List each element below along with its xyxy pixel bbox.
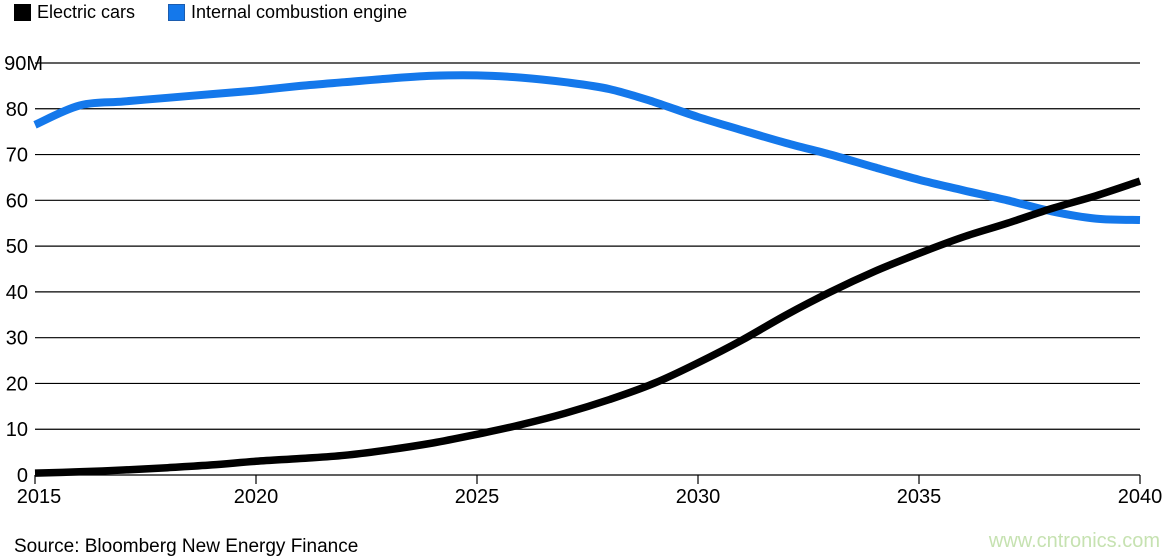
legend-item-electric-cars: Electric cars [14,2,135,22]
legend-swatch-electric-cars [14,3,31,21]
y-axis-label: 20 [6,373,28,395]
y-axis-label: 30 [6,328,28,350]
legend-item-internal-combustion: Internal combustion engine [168,2,407,22]
y-axis-label: 10 [6,419,28,441]
series-line-electric-cars [34,177,1142,477]
y-axis-label: 40 [6,282,28,304]
legend-swatch-internal-combustion [168,3,186,21]
y-axis-label: 70 [6,145,28,167]
series-line-internal-combustion-engine [33,71,1141,224]
x-axis-label: 2025 [455,486,500,508]
y-axis-label: 50 [6,236,28,258]
y-axis-label: 80 [6,99,28,121]
x-axis-label: 2015 [17,486,62,508]
legend: Electric cars Internal combustion engine [14,2,407,22]
legend-label-internal-combustion: Internal combustion engine [191,2,408,22]
y-axis-label: 0 [17,465,28,487]
x-axis-label: 2020 [234,486,279,508]
y-axis-label: 60 [6,190,28,212]
source-note: Source: Bloomberg New Energy Finance [14,536,359,557]
x-axis-label: 2030 [676,486,721,508]
x-axis-label: 2035 [897,486,942,508]
watermark: www.cntronics.com [988,530,1160,552]
legend-label-electric-cars: Electric cars [37,2,136,22]
y-axis-label: 90M [4,53,43,75]
x-axis-label: 2040 [1118,486,1163,508]
